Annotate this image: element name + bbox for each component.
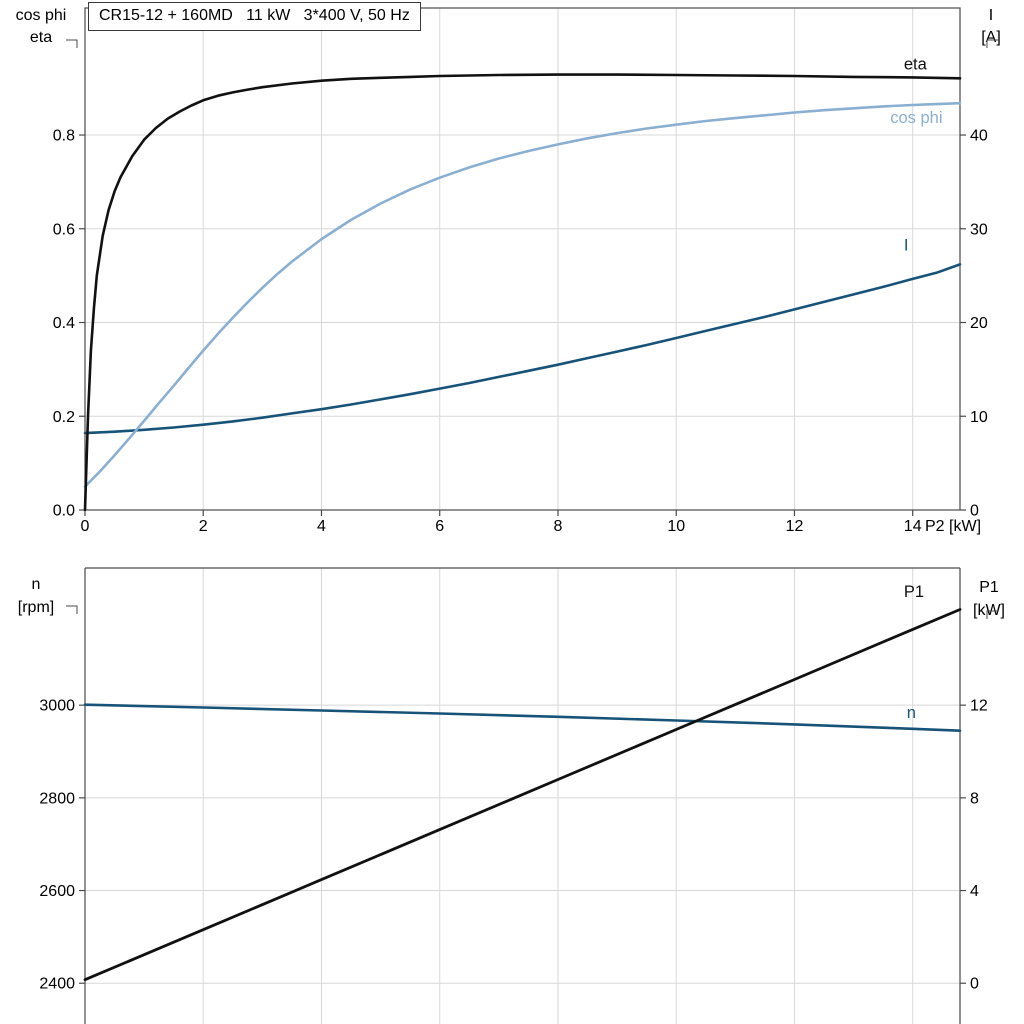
tick-marks bbox=[79, 704, 966, 984]
left-tick-label: 2600 bbox=[39, 883, 75, 900]
series-I bbox=[83, 263, 962, 435]
top-chart: 0.0 0.2 0.4 0.6 0.8 0 10 20 30 40 0 2 4 6 8 10 12 14 P2 [k… bbox=[16, 7, 1001, 535]
left-tick-label: 0.2 bbox=[53, 409, 75, 426]
gridlines bbox=[85, 568, 960, 1024]
x-tick-label: 8 bbox=[554, 518, 563, 535]
series-P1 bbox=[83, 608, 962, 982]
left-tick-label: 0.8 bbox=[53, 128, 75, 145]
left-axis-title: n bbox=[32, 576, 41, 593]
series-label-eta: eta bbox=[904, 55, 928, 73]
series-n bbox=[83, 703, 962, 732]
x-tick-label: 12 bbox=[786, 518, 804, 535]
left-axis-title: [rpm] bbox=[18, 599, 54, 616]
x-axis-label: P2 [kW] bbox=[925, 518, 981, 535]
right-tick-label: 12 bbox=[970, 698, 988, 715]
series-label-I: I bbox=[904, 236, 909, 254]
series-label-n: n bbox=[907, 704, 916, 722]
right-axis-title: I bbox=[989, 7, 993, 24]
x-tick-label: 14 bbox=[904, 518, 922, 535]
chart-title: CR15-12 + 160MD 11 kW 3*400 V, 50 Hz bbox=[88, 2, 421, 31]
x-tick-label: 2 bbox=[199, 518, 208, 535]
right-tick-label: 10 bbox=[970, 409, 988, 426]
series-label-P1: P1 bbox=[904, 583, 924, 601]
x-tick-label: 10 bbox=[667, 518, 685, 535]
right-tick-label: 20 bbox=[970, 315, 988, 332]
gridlines bbox=[85, 8, 960, 510]
right-axis-title: [A] bbox=[981, 29, 1001, 46]
left-tick-label: 2800 bbox=[39, 790, 75, 807]
axis-corner-marks bbox=[66, 605, 998, 619]
series-cos_phi bbox=[83, 101, 962, 488]
axes bbox=[84, 567, 961, 1024]
axis-corner-marks bbox=[66, 39, 998, 48]
left-tick-label: 0.6 bbox=[53, 221, 75, 238]
x-tick-label: 4 bbox=[317, 518, 326, 535]
tick-marks bbox=[79, 134, 966, 516]
right-tick-label: 0 bbox=[970, 503, 979, 520]
right-tick-label: 0 bbox=[970, 976, 979, 993]
right-axis-title: P1 bbox=[979, 579, 999, 596]
left-axis-title: eta bbox=[30, 29, 52, 46]
x-tick-label: 6 bbox=[435, 518, 444, 535]
axes bbox=[84, 7, 961, 511]
x-tick-label: 0 bbox=[81, 518, 90, 535]
axis-titles: n[rpm]P1[kW] bbox=[18, 576, 1005, 619]
left-tick-label: 2400 bbox=[39, 976, 75, 993]
left-axis-title: cos phi bbox=[16, 7, 67, 24]
left-tick-label: 0.0 bbox=[53, 503, 75, 520]
right-tick-label: 40 bbox=[970, 128, 988, 145]
tick-labels: 2400 2600 2800 3000 0 4 8 12 bbox=[39, 698, 987, 993]
series-label-cos_phi: cos phi bbox=[890, 109, 942, 127]
tick-labels: 0.0 0.2 0.4 0.6 0.8 0 10 20 30 40 0 2 4 6 8 10 12 14 P2 [k… bbox=[53, 128, 988, 535]
right-tick-label: 8 bbox=[970, 790, 979, 807]
left-tick-label: 3000 bbox=[39, 698, 75, 715]
axis-titles: cos phi eta I [A] bbox=[16, 7, 1001, 48]
right-tick-label: 4 bbox=[970, 883, 979, 900]
series-eta bbox=[83, 73, 962, 512]
right-tick-label: 30 bbox=[970, 221, 988, 238]
left-tick-label: 0.4 bbox=[53, 315, 75, 332]
